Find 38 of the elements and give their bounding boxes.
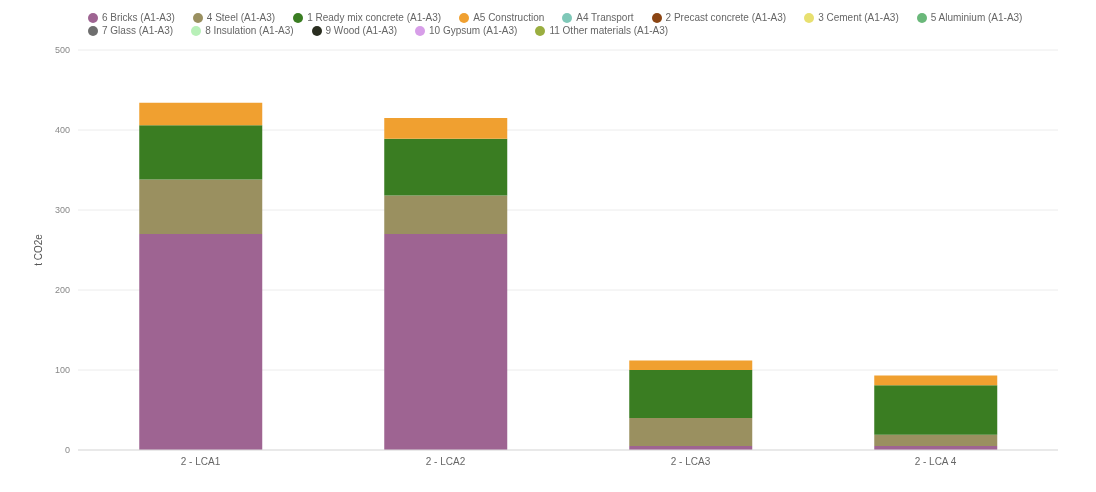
y-axis-title: t CO2e <box>32 233 44 266</box>
bar <box>384 118 508 139</box>
bar <box>629 370 753 418</box>
bar <box>384 138 508 196</box>
bar <box>874 375 998 386</box>
legend-label: 9 Wood (A1-A3) <box>324 25 398 36</box>
legend-label: 5 Aluminium (A1-A3) <box>929 12 1023 23</box>
x-tick-label: 2 - LCA 4 <box>914 456 957 468</box>
bar <box>874 385 998 435</box>
legend-label: 1 Ready mix concrete (A1-A3) <box>306 12 442 23</box>
x-tick-label: 2 - LCA1 <box>180 456 221 468</box>
legend-label: 3 Cement (A1-A3) <box>817 12 899 23</box>
bar <box>139 234 263 450</box>
legend-label: 8 Insulation (A1-A3) <box>204 25 294 36</box>
y-tick-label: 0 <box>64 445 70 456</box>
legend-label: 11 Other materials (A1-A3) <box>548 25 669 36</box>
y-tick-label: 200 <box>54 285 70 296</box>
bar <box>139 125 263 180</box>
y-tick-label: 100 <box>54 365 70 376</box>
legend-label: 2 Precast concrete (A1-A3) <box>664 12 787 23</box>
legend-label: A4 Transport <box>575 12 634 23</box>
bar <box>384 234 508 450</box>
bar <box>874 434 998 446</box>
bar <box>629 418 753 446</box>
x-tick-label: 2 - LCA3 <box>670 456 711 468</box>
bar <box>384 195 508 234</box>
bar <box>629 360 753 370</box>
legend-label: 7 Glass (A1-A3) <box>101 25 174 36</box>
y-tick-label: 300 <box>54 205 70 216</box>
bar <box>139 102 263 126</box>
legend-label: 4 Steel (A1-A3) <box>205 12 276 23</box>
bar <box>139 179 263 234</box>
legend-label: 10 Gypsum (A1-A3) <box>428 25 518 36</box>
legend-label: A5 Construction <box>472 12 545 23</box>
y-tick-label: 500 <box>54 45 70 56</box>
legend-label: 6 Bricks (A1-A3) <box>101 12 175 23</box>
y-tick-label: 400 <box>54 125 70 136</box>
x-tick-label: 2 - LCA2 <box>425 456 466 468</box>
